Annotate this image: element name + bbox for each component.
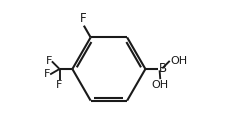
Text: B: B (159, 63, 167, 75)
Text: OH: OH (152, 80, 169, 90)
Text: F: F (45, 56, 52, 66)
Text: F: F (44, 69, 50, 79)
Text: F: F (56, 80, 63, 90)
Text: F: F (80, 12, 87, 25)
Text: OH: OH (170, 56, 187, 66)
